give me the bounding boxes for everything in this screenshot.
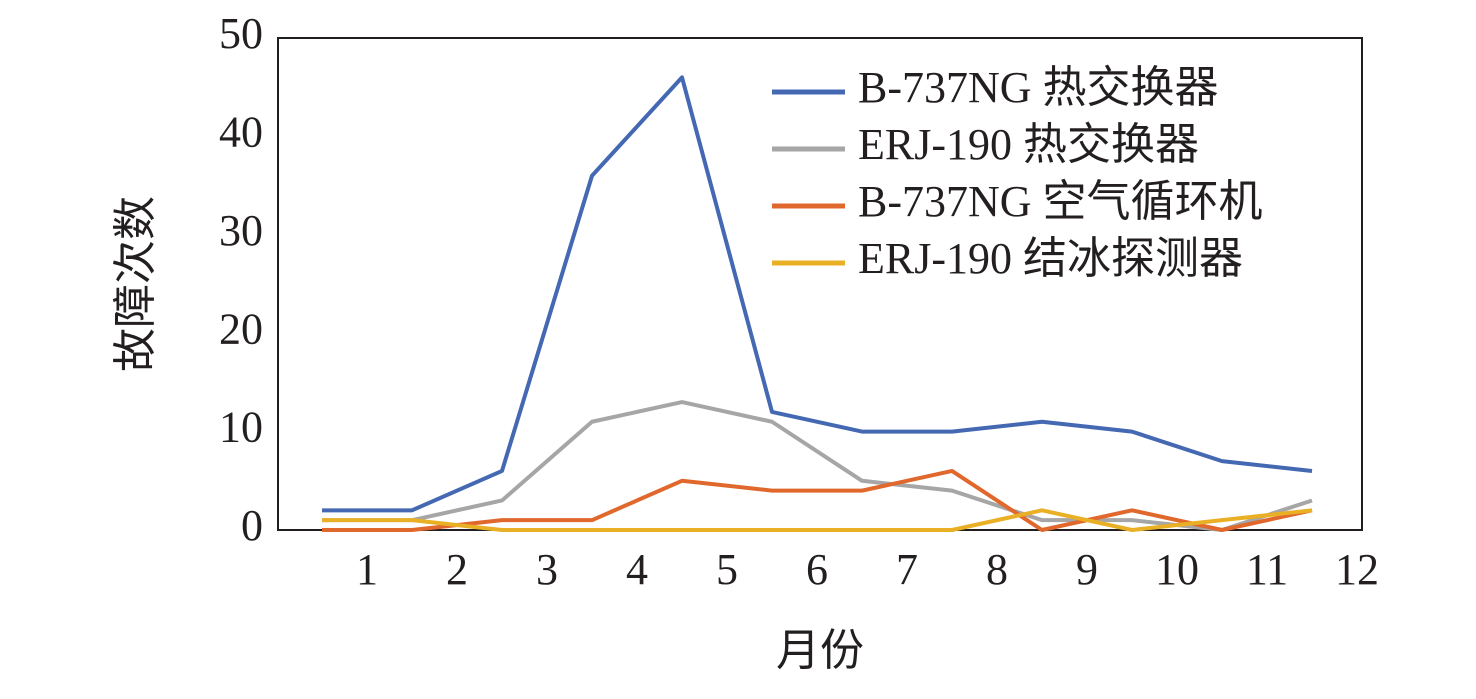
x-tick-label: 12 bbox=[1335, 545, 1379, 594]
legend-label: ERJ-190 热交换器 bbox=[858, 120, 1199, 169]
x-tick-label: 4 bbox=[626, 545, 648, 594]
series-line bbox=[322, 400, 1313, 532]
y-tick-label: 50 bbox=[219, 9, 263, 58]
y-tick-label: 0 bbox=[241, 501, 263, 550]
x-tick-label: 3 bbox=[536, 545, 558, 594]
x-tick-label: 2 bbox=[446, 545, 468, 594]
x-tick-label: 9 bbox=[1076, 545, 1098, 594]
y-tick-label: 40 bbox=[219, 107, 263, 156]
legend-label: B-737NG 热交换器 bbox=[858, 63, 1219, 112]
series-line bbox=[322, 508, 1313, 532]
series-line bbox=[322, 468, 1313, 532]
y-axis-label: 故障次数 bbox=[111, 196, 160, 372]
y-tick-label: 10 bbox=[219, 403, 263, 452]
x-axis-label: 月份 bbox=[776, 626, 864, 675]
legend-label: ERJ-190 结冰探测器 bbox=[858, 234, 1243, 283]
x-tick-label: 1 bbox=[356, 545, 378, 594]
x-tick-label: 6 bbox=[806, 545, 828, 594]
y-tick-label: 30 bbox=[219, 206, 263, 255]
x-tick-label: 10 bbox=[1155, 545, 1199, 594]
x-tick-label: 5 bbox=[716, 545, 738, 594]
x-tick-label: 11 bbox=[1246, 545, 1288, 594]
legend-label: B-737NG 空气循环机 bbox=[858, 177, 1263, 226]
x-tick-label: 8 bbox=[986, 545, 1008, 594]
series-line bbox=[322, 75, 1313, 513]
x-tick-label: 7 bbox=[896, 545, 918, 594]
y-tick-label: 20 bbox=[219, 304, 263, 353]
